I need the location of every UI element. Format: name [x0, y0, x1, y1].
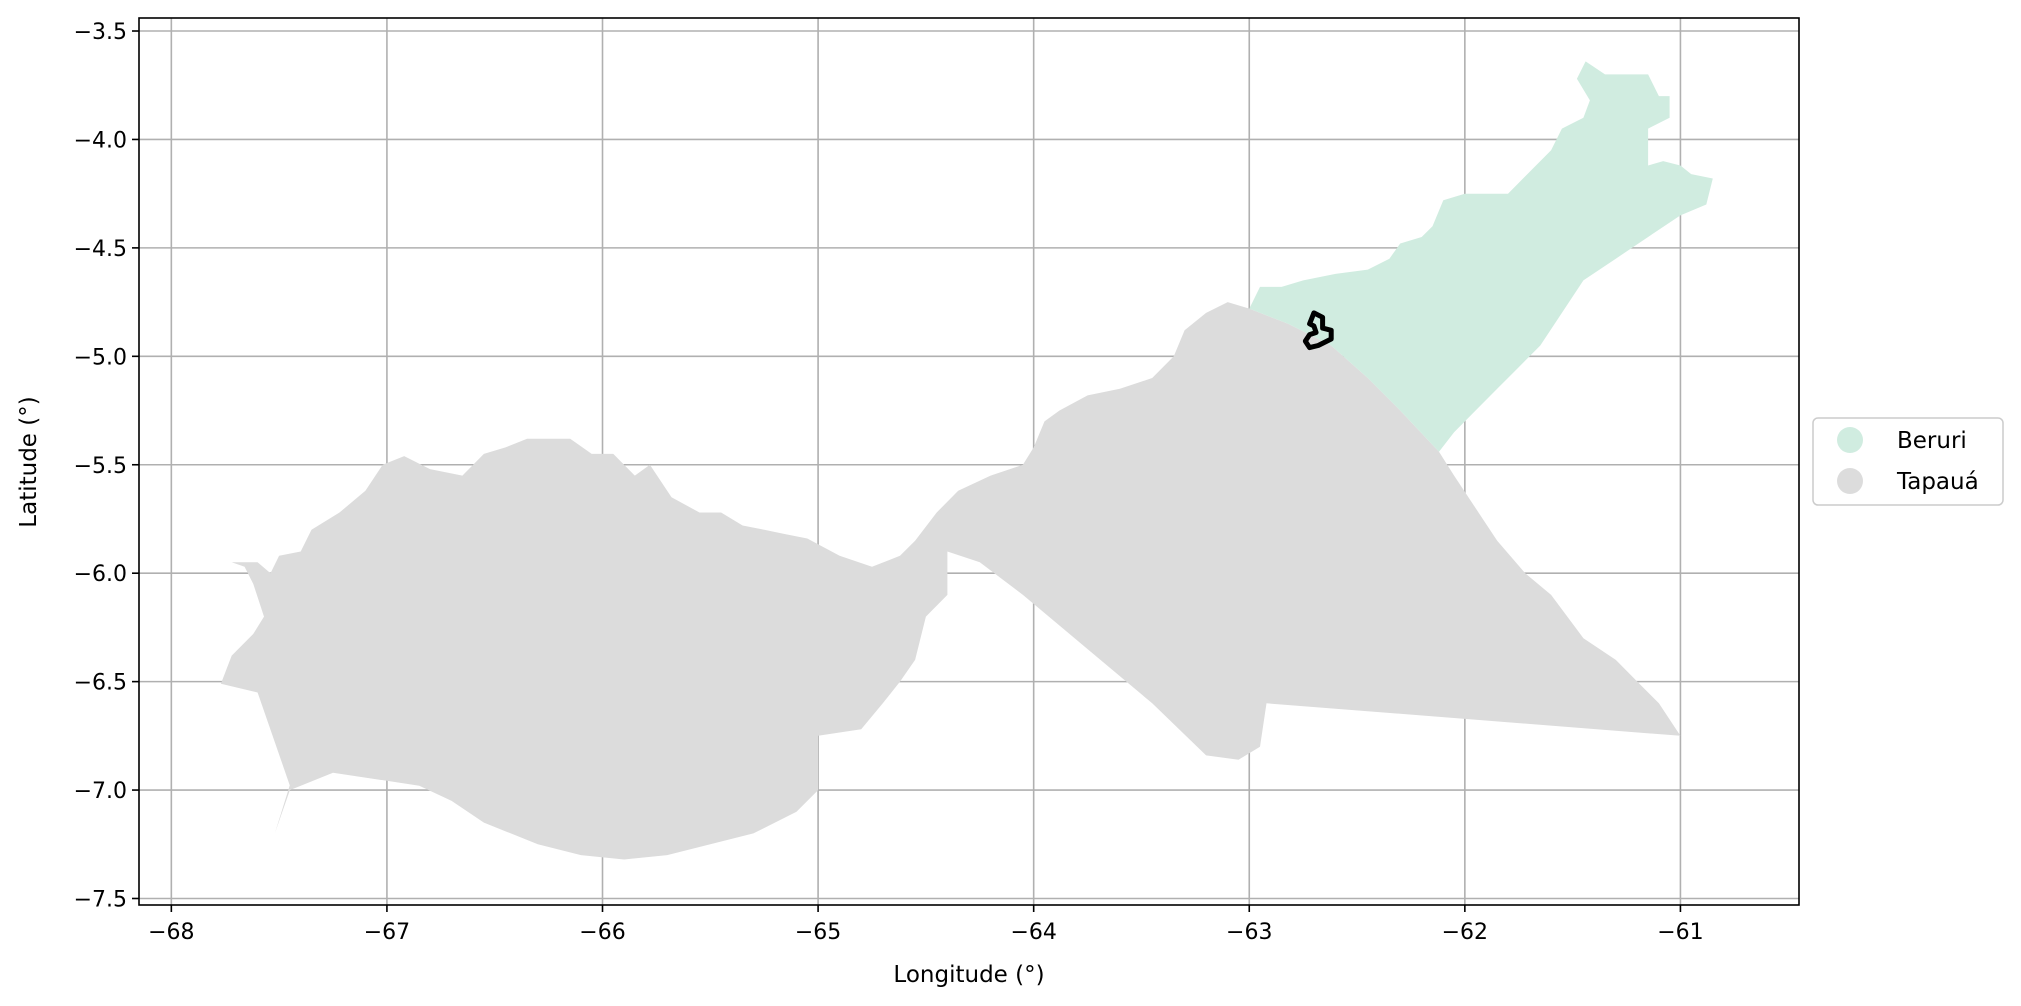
legend-marker-beruri	[1837, 427, 1863, 453]
x-tick-label: −64	[1010, 920, 1056, 945]
highlight-polygon	[1302, 310, 1334, 351]
x-tick-label: −62	[1442, 920, 1488, 945]
x-tick-label: −65	[795, 920, 841, 945]
highlight-outline	[1302, 310, 1334, 351]
y-tick-label: −6.5	[74, 671, 127, 696]
y-tick-label: −3.5	[74, 20, 127, 45]
y-tick-label: −5.5	[74, 454, 127, 479]
x-tick-label: −68	[148, 920, 194, 945]
x-tick-label: −67	[364, 920, 410, 945]
x-axis-ticks: −68 −67 −66 −65 −64 −63 −62 −61	[148, 905, 1704, 945]
region-tapaua	[220, 302, 1681, 860]
legend-marker-tapaua	[1837, 468, 1863, 494]
plot-frame	[138, 17, 1800, 906]
y-axis-ticks: −3.5 −4.0 −4.5 −5.0 −5.5 −6.0 −6.5 −7.0 −7.5	[74, 20, 139, 912]
region-polygons	[220, 61, 1713, 860]
region-beruri	[1249, 61, 1713, 452]
y-axis-label: Latitude (°)	[16, 396, 42, 527]
legend-label-tapaua: Tapauá	[1896, 469, 1979, 495]
x-axis-label: Longitude (°)	[893, 962, 1044, 988]
x-tick-label: −63	[1226, 920, 1272, 945]
x-tick-label: −61	[1657, 920, 1703, 945]
y-tick-label: −7.5	[74, 887, 127, 912]
y-tick-label: −4.0	[74, 128, 127, 153]
y-tick-label: −7.0	[74, 779, 127, 804]
legend: Beruri Tapauá	[1812, 417, 2004, 506]
y-tick-label: −5.0	[74, 345, 127, 370]
y-tick-label: −4.5	[74, 237, 127, 262]
y-tick-label: −6.0	[74, 562, 127, 587]
legend-label-beruri: Beruri	[1897, 428, 1967, 454]
x-tick-label: −66	[579, 920, 625, 945]
